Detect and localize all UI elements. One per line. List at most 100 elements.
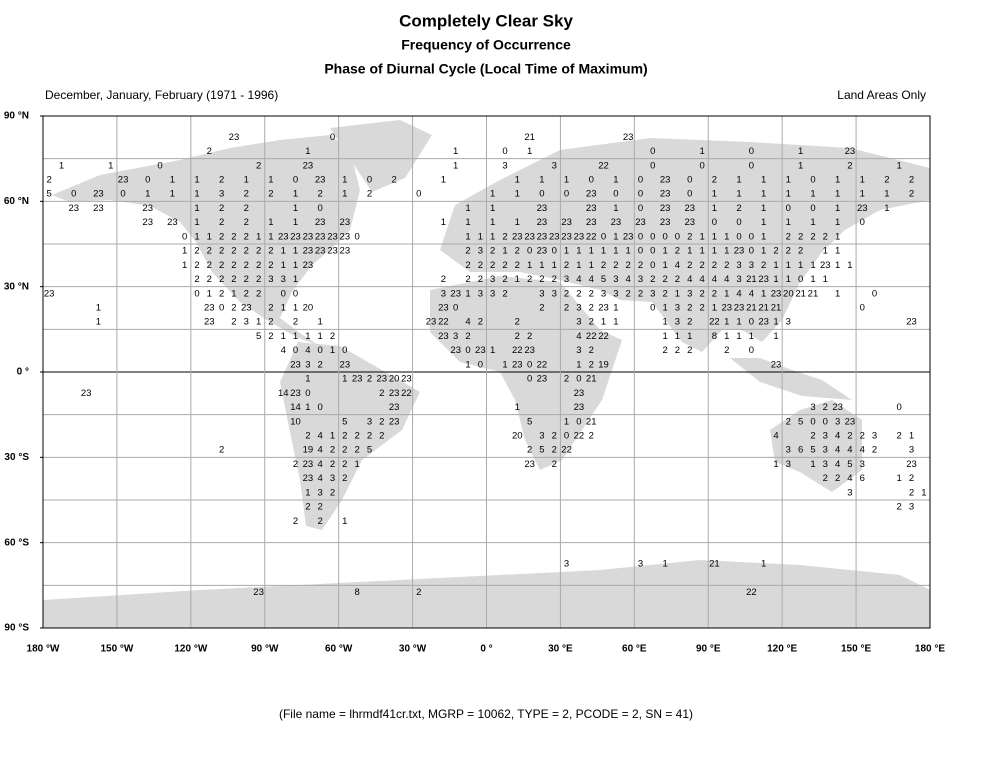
cell-label: 1 [860, 175, 865, 186]
x-tick-label: 90 °W [251, 644, 279, 655]
cell-label: 0 [281, 288, 286, 299]
cell-label: 5 [342, 416, 347, 427]
cell-label: 1 [786, 260, 791, 271]
cell-label: 1 [810, 274, 815, 285]
cell-label: 6 [798, 445, 803, 456]
cell-label: 23 [241, 303, 252, 314]
cell-label: 2 [687, 303, 692, 314]
cell-label: 1 [724, 231, 729, 242]
cell-label: 3 [847, 487, 852, 498]
cell-label: 1 [453, 146, 458, 157]
cell-label: 4 [576, 274, 581, 285]
cell-label: 0 [638, 189, 643, 200]
cell-label: 3 [281, 274, 286, 285]
cell-label: 1 [318, 317, 323, 328]
footer: (File name = lhrmdf41cr.txt, MGRP = 1006… [279, 707, 693, 721]
cell-label: 5 [256, 331, 261, 342]
cell-label: 23 [586, 217, 597, 228]
cell-label: 0 [318, 402, 323, 413]
cell-label: 23 [537, 246, 548, 257]
cell-label: 0 [662, 231, 667, 242]
cell-label: 21 [771, 303, 782, 314]
cell-label: 1 [256, 231, 261, 242]
cell-label: 0 [527, 246, 532, 257]
cell-label: 22 [586, 231, 597, 242]
cell-label: 23 [611, 217, 622, 228]
cell-label: 5 [798, 416, 803, 427]
cell-label: 3 [638, 274, 643, 285]
cell-label: 1 [712, 231, 717, 242]
cell-label: 3 [835, 416, 840, 427]
cell-label: 2 [564, 260, 569, 271]
cell-label: 2 [564, 303, 569, 314]
eurasia [440, 138, 930, 352]
cell-label: 0 [293, 288, 298, 299]
cell-label: 1 [305, 331, 310, 342]
cell-label: 1 [675, 331, 680, 342]
cell-label: 23 [832, 402, 843, 413]
cell-label: 1 [662, 303, 667, 314]
cell-label: 23 [315, 246, 326, 257]
cell-label: 23 [734, 246, 745, 257]
cell-label: 0 [354, 231, 359, 242]
cell-label: 2 [589, 317, 594, 328]
cell-label: 2 [231, 317, 236, 328]
cell-label: 2 [909, 487, 914, 498]
cell-label: 4 [675, 260, 680, 271]
cell-label: 2 [194, 246, 199, 257]
cell-label: 2 [490, 260, 495, 271]
cell-label: 0 [699, 160, 704, 171]
cell-label: 21 [746, 303, 757, 314]
cell-label: 21 [524, 132, 535, 143]
cell-label: 1 [786, 175, 791, 186]
cell-label: 0 [182, 231, 187, 242]
cell-label: 1 [576, 359, 581, 370]
cell-label: 1 [687, 331, 692, 342]
cell-label: 1 [293, 260, 298, 271]
cell-label: 1 [490, 189, 495, 200]
cell-label: 23 [167, 217, 178, 228]
cell-label: 1 [835, 175, 840, 186]
cell-label: 2 [391, 175, 396, 186]
cell-label: 3 [318, 487, 323, 498]
cell-label: 0 [810, 203, 815, 214]
cell-label: 3 [736, 260, 741, 271]
cell-label: 4 [589, 274, 594, 285]
cell-label: 2 [909, 175, 914, 186]
cell-label: 0 [860, 217, 865, 228]
cell-label: 2 [527, 274, 532, 285]
cell-label: 22 [709, 317, 720, 328]
cell-label: 23 [758, 317, 769, 328]
cell-label: 1 [576, 246, 581, 257]
cell-label: 4 [318, 445, 323, 456]
cell-label: 3 [823, 445, 828, 456]
cell-label: 1 [342, 189, 347, 200]
x-tick-label: 120 °W [174, 644, 207, 655]
cell-label: 2 [478, 317, 483, 328]
cell-label: 4 [305, 345, 310, 356]
cell-label: 1 [318, 331, 323, 342]
x-tick-label: 150 °W [100, 644, 133, 655]
cell-label: 1 [441, 175, 446, 186]
cell-label: 1 [761, 559, 766, 570]
cell-label: 0 [305, 388, 310, 399]
cell-label: 1 [194, 203, 199, 214]
cell-label: 2 [244, 260, 249, 271]
cell-label: 2 [268, 317, 273, 328]
cell-label: 1 [675, 288, 680, 299]
cell-label: 23 [93, 203, 104, 214]
cell-label: 0 [293, 345, 298, 356]
cell-label: 1 [465, 217, 470, 228]
cell-label: 1 [515, 274, 520, 285]
cell-label: 1 [662, 317, 667, 328]
cell-label: 22 [537, 359, 548, 370]
cell-label: 2 [502, 288, 507, 299]
cell-label: 21 [746, 274, 757, 285]
cell-label: 19 [598, 359, 609, 370]
y-tick-label: 30 °N [4, 281, 29, 292]
cell-label: 2 [564, 374, 569, 385]
cell-label: 1 [835, 217, 840, 228]
cell-label: 3 [613, 274, 618, 285]
cell-label: 1 [613, 203, 618, 214]
cell-label: 2 [219, 246, 224, 257]
